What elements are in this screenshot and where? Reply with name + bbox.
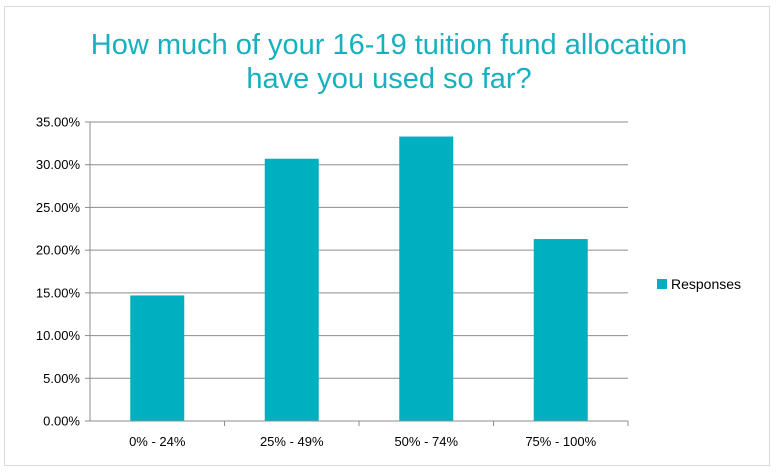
y-tick-labels: 0.00% 5.00% 10.00% 15.00% 20.00% 25.00% 30.00%… bbox=[36, 115, 81, 429]
x-tick-labels: 0% - 24% 25% - 49% 50% - 74% 75% - 100% bbox=[129, 434, 597, 449]
legend: Responses bbox=[657, 276, 741, 292]
bar bbox=[264, 158, 319, 421]
axes bbox=[89, 122, 629, 426]
legend-swatch bbox=[657, 279, 667, 289]
y-tick-label: 10.00% bbox=[36, 328, 81, 343]
x-tick-label: 75% - 100% bbox=[525, 434, 596, 449]
y-tick-label: 15.00% bbox=[36, 285, 81, 300]
bar bbox=[399, 136, 454, 421]
x-tick-label: 0% - 24% bbox=[129, 434, 186, 449]
bar bbox=[130, 295, 185, 421]
x-tick-label: 50% - 74% bbox=[394, 434, 458, 449]
legend-label: Responses bbox=[671, 276, 741, 292]
bars bbox=[130, 136, 588, 421]
bar bbox=[533, 239, 588, 421]
y-tick-label: 0.00% bbox=[43, 414, 80, 429]
y-tick-label: 20.00% bbox=[36, 243, 81, 258]
chart-title: How much of your 16-19 tuition fund allo… bbox=[90, 29, 688, 95]
x-tick-label: 25% - 49% bbox=[260, 434, 324, 449]
y-tick-label: 5.00% bbox=[43, 371, 80, 386]
y-tick-label: 30.00% bbox=[36, 157, 81, 172]
y-tick-label: 35.00% bbox=[36, 115, 81, 130]
y-tick-label: 25.00% bbox=[36, 200, 81, 215]
